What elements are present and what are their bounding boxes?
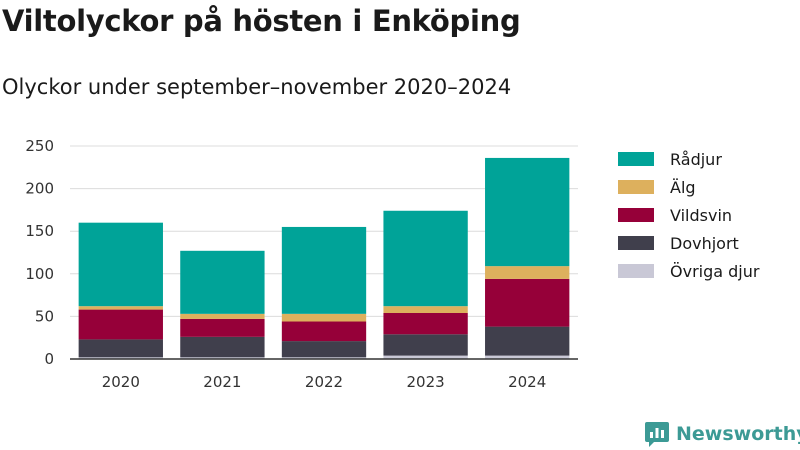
bar-2024-Rådjur bbox=[485, 157, 570, 267]
legend-swatch bbox=[618, 180, 654, 194]
legend-item-Älg: Älg bbox=[618, 173, 759, 201]
legend-label: Vildsvin bbox=[670, 205, 733, 225]
x-tick-label-2023: 2023 bbox=[407, 373, 445, 391]
legend-label: Övriga djur bbox=[670, 261, 760, 281]
bar-2020-Vildsvin bbox=[78, 309, 163, 340]
y-tick-label-200: 200 bbox=[25, 180, 54, 198]
y-tick-label-250: 250 bbox=[25, 137, 54, 155]
y-tick-label-50: 50 bbox=[35, 307, 54, 325]
y-tick-label-0: 0 bbox=[44, 350, 54, 368]
newsworthy-logo-text: Newsworthy bbox=[676, 423, 800, 445]
bar-2023-Vildsvin bbox=[383, 312, 468, 335]
legend-label: Älg bbox=[670, 177, 696, 197]
legend-swatch bbox=[618, 208, 654, 222]
chart-subtitle: Olyckor under september–november 2020–20… bbox=[2, 75, 512, 99]
legend-label: Dovhjort bbox=[670, 233, 739, 253]
bar-2024-Övriga djur bbox=[485, 355, 570, 359]
bar-2022-Rådjur bbox=[281, 226, 367, 314]
bar-2021-Älg bbox=[180, 313, 265, 319]
legend-swatch bbox=[618, 152, 654, 166]
bar-2021-Dovhjort bbox=[180, 336, 265, 358]
bar-2023-Rådjur bbox=[383, 210, 468, 307]
bar-2022-Övriga djur bbox=[281, 357, 367, 359]
bar-2021-Övriga djur bbox=[180, 357, 265, 359]
stacked-bar-chart: 0 50 100 150 200 250 2020 2021 2022 2023 2024 bbox=[25, 137, 578, 391]
legend-swatch bbox=[618, 236, 654, 250]
bar-2020-Övriga djur bbox=[78, 357, 163, 359]
bar-2021-Rådjur bbox=[180, 250, 265, 314]
bar-2024-Dovhjort bbox=[485, 326, 570, 356]
y-tick-label-150: 150 bbox=[25, 222, 54, 240]
bar-2020-Dovhjort bbox=[78, 339, 163, 358]
legend-item-Övriga djur: Övriga djur bbox=[618, 257, 759, 285]
y-tick-label-100: 100 bbox=[25, 265, 54, 283]
x-tick-label-2020: 2020 bbox=[102, 373, 140, 391]
legend-swatch bbox=[618, 264, 654, 278]
legend-item-Rådjur: Rådjur bbox=[618, 145, 759, 173]
bar-2024-Vildsvin bbox=[485, 278, 570, 327]
legend-item-Dovhjort: Dovhjort bbox=[618, 229, 759, 257]
x-tick-label-2021: 2021 bbox=[203, 373, 241, 391]
bar-2023-Övriga djur bbox=[383, 355, 468, 359]
bar-2023-Älg bbox=[383, 306, 468, 313]
x-tick-label-2022: 2022 bbox=[305, 373, 343, 391]
bar-2023-Dovhjort bbox=[383, 334, 468, 356]
bar-2020-Älg bbox=[78, 306, 163, 310]
bar-2021-Vildsvin bbox=[180, 318, 265, 337]
bar-2024-Älg bbox=[485, 266, 570, 279]
bar-2022-Vildsvin bbox=[281, 321, 367, 342]
x-tick-label-2024: 2024 bbox=[508, 373, 546, 391]
bar-2022-Älg bbox=[281, 313, 367, 322]
legend-label: Rådjur bbox=[670, 149, 722, 169]
newsworthy-logo: Newsworthy bbox=[644, 420, 800, 448]
newsworthy-logo-icon bbox=[645, 422, 669, 447]
bar-2022-Dovhjort bbox=[281, 341, 367, 358]
legend-item-Vildsvin: Vildsvin bbox=[618, 201, 759, 229]
chart-legend: Rådjur Älg Vildsvin Dovhjort Övriga djur bbox=[618, 145, 759, 285]
chart-title: Viltolyckor på hösten i Enköping bbox=[2, 4, 521, 38]
bar-2020-Rådjur bbox=[78, 222, 163, 307]
